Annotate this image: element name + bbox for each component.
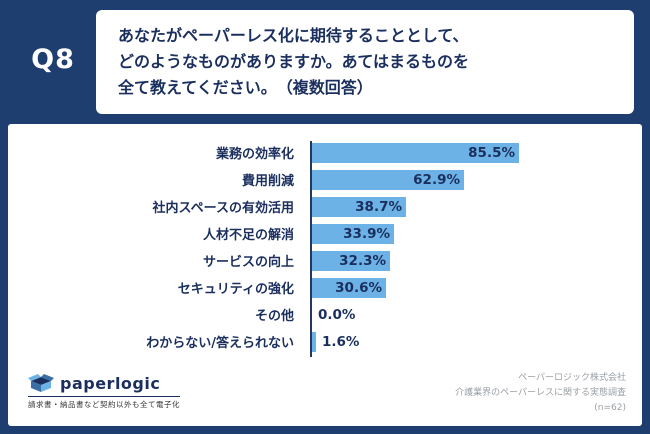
source-note: ペーパーロジック株式会社 介護業界のペーパーレスに関する実態調査 (n=62) [455,371,626,416]
bar-area: 62.9% [312,169,642,190]
axis-line [310,141,312,357]
chart-row: 人材不足の解消 33.9% [8,220,642,247]
chart-row: 費用削減 62.9% [8,166,642,193]
chart-row: サービスの向上 32.3% [8,247,642,274]
chart-row: セキュリティの強化 30.6% [8,274,642,301]
question-line-2: どのようなものがありますか。あてはまるものを [118,52,470,72]
logo-tagline: 請求書・納品書など契約以外も全て電子化 [28,396,180,410]
source-line-3: (n=62) [594,403,626,414]
chart-row: 業務の効率化 85.5% [8,139,642,166]
chart-row: わからない/答えられない 1.6% [8,328,642,355]
chart-row: その他 0.0% [8,301,642,328]
bar [312,196,406,217]
category-label: 業務の効率化 [215,147,294,162]
question-card: あなたがペーパーレス化に期待することとして、 どのようなものがありますか。あては… [96,10,634,114]
category-label: わからない/答えられない [146,336,294,351]
value-label: 62.9% [413,171,460,188]
logo-text: paperlogic [60,373,161,393]
bar-chart: 業務の効率化 85.5% 費用削減 62.9% 社内スペースの有効活用 38.7% 人材不足… [8,139,642,357]
chart-row: 社内スペースの有効活用 38.7% [8,193,642,220]
bar-area: 33.9% [312,223,642,244]
question-line-3: 全て教えてください。 （複数回答） [118,77,373,97]
logo-row: paperlogic [28,373,180,393]
value-label: 85.5% [468,144,515,161]
category-label: 社内スペースの有効活用 [152,201,294,216]
category-label: 費用削減 [241,174,294,189]
paperlogic-logo-icon [28,374,54,392]
bar-area: 32.3% [312,250,642,271]
chart-panel: 業務の効率化 85.5% 費用削減 62.9% 社内スペースの有効活用 38.7% 人材不足… [8,124,642,426]
bar-area: 85.5% [312,142,642,163]
source-line-2: 介護業界のペーパーレスに関する実態調査 [455,388,626,399]
category-label: セキュリティの強化 [177,282,294,297]
bar-area: 38.7% [312,196,642,217]
bar [312,250,390,271]
value-label: 1.6% [322,333,360,350]
category-label: サービスの向上 [202,255,294,270]
paperlogic-logo: paperlogic 請求書・納品書など契約以外も全て電子化 [28,373,180,410]
bar [312,277,386,298]
question-line-1: あなたがペーパーレス化に期待することとして、 [118,26,469,46]
bar [312,223,394,244]
category-label: 人材不足の解消 [202,228,294,243]
value-label: 33.9% [343,225,390,242]
bar-area: 30.6% [312,277,642,298]
bar [312,331,316,352]
bar [312,169,464,190]
bar-area: 1.6% [312,331,642,352]
value-label: 0.0% [318,306,356,323]
category-label: その他 [254,309,294,324]
value-label: 30.6% [335,279,382,296]
bar-area: 0.0% [312,305,642,325]
source-line-1: ペーパーロジック株式会社 [518,373,626,384]
value-label: 38.7% [355,198,402,215]
value-label: 32.3% [339,252,386,269]
question-number: Q8 [31,44,75,75]
bar [312,142,519,163]
